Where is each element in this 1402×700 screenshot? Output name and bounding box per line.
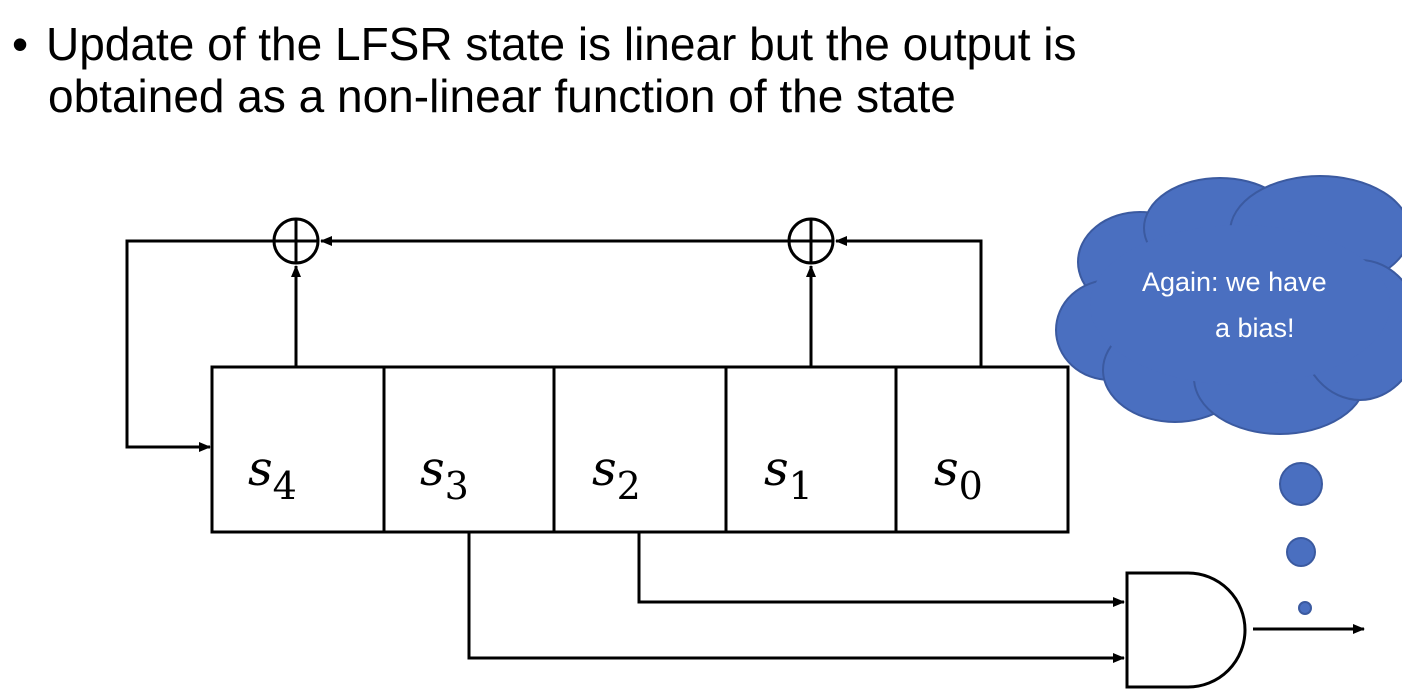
- bullet-text-2: obtained as a non-linear function of the…: [48, 70, 956, 122]
- register-label-s1: s1: [764, 441, 813, 508]
- xor-gate-right: [787, 217, 835, 265]
- register-labels: s4 s3 s2 s1 s0: [248, 441, 983, 508]
- bullet-text-1: Update of the LFSR state is linear but t…: [46, 18, 1077, 70]
- bullet-line-1: • Update of the LFSR state is linear but …: [12, 16, 1077, 72]
- and-gate: [1125, 571, 1247, 689]
- register-label-s4: s4: [248, 441, 297, 508]
- tap-s0-wire: [835, 236, 983, 367]
- bullet-line-2: obtained as a non-linear function of the…: [48, 68, 956, 124]
- thought-bubble-medium: [1286, 537, 1316, 567]
- thought-bubble-large: [1279, 462, 1323, 506]
- register-cell-s4: [210, 365, 386, 534]
- tap-s2-wire: [637, 532, 1125, 607]
- thought-cloud: Again: we have a bias!: [1055, 175, 1402, 435]
- thought-bubbles: [1279, 462, 1323, 615]
- thought-bubble-small: [1298, 601, 1312, 615]
- xor-gate-left: [272, 217, 320, 265]
- register-label-s3: s3: [420, 441, 469, 508]
- register-label-s0: s0: [934, 441, 983, 508]
- tap-s3-wire: [467, 532, 1125, 663]
- feedback-return-wire: [125, 239, 274, 452]
- cloud-text-line2: a bias!: [1215, 313, 1295, 343]
- output-wires: [467, 532, 1365, 663]
- bullet-marker: •: [12, 18, 29, 70]
- feedback-wires: [125, 236, 983, 452]
- register-cell-s3: [382, 365, 556, 534]
- cloud-text-line1: Again: we have: [1142, 267, 1327, 297]
- register-label-s2: s2: [592, 441, 641, 508]
